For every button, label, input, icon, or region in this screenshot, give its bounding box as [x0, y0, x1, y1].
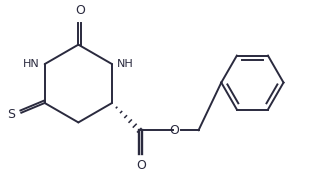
Text: S: S [7, 108, 15, 121]
Text: O: O [136, 159, 146, 172]
Text: O: O [169, 124, 179, 137]
Text: HN: HN [23, 59, 40, 69]
Text: O: O [75, 4, 85, 17]
Text: NH: NH [117, 59, 134, 69]
